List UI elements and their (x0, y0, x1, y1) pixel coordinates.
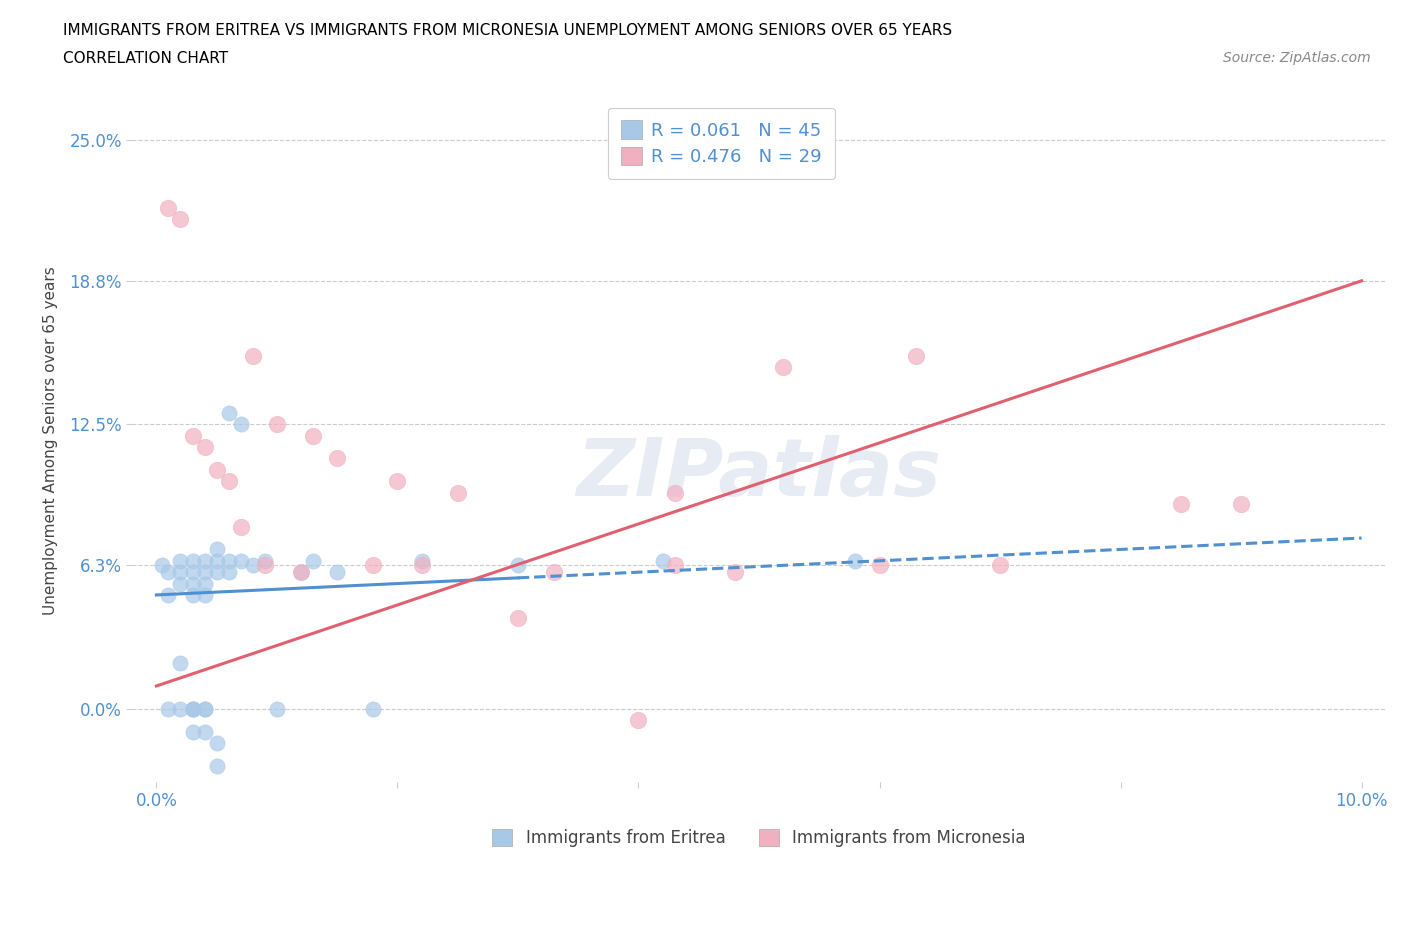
Point (543, 565, 565, 579)
Point (229, 519, 252, 534)
Point (205, 758, 228, 773)
Point (869, 558, 891, 573)
Point (724, 565, 747, 579)
Point (1170, 497, 1192, 512)
Point (266, 417, 288, 432)
Point (1230, 497, 1253, 512)
Point (242, 558, 264, 573)
Text: IMMIGRANTS FROM ERITREA VS IMMIGRANTS FROM MICRONESIA UNEMPLOYMENT AMONG SENIORS: IMMIGRANTS FROM ERITREA VS IMMIGRANTS FR… (63, 23, 952, 38)
Point (205, 565, 228, 579)
Point (194, 701, 217, 716)
Point (181, 701, 204, 716)
Point (229, 553, 252, 568)
Point (205, 553, 228, 568)
Point (387, 473, 409, 488)
Point (290, 565, 312, 579)
Point (218, 473, 240, 488)
Point (253, 558, 276, 573)
Point (506, 558, 529, 573)
Point (181, 701, 204, 716)
Point (169, 565, 191, 579)
Point (266, 701, 288, 716)
Point (194, 553, 217, 568)
Point (218, 405, 240, 420)
Point (772, 360, 794, 375)
Point (651, 553, 673, 568)
Text: ZIPatlas: ZIPatlas (576, 435, 942, 513)
Point (326, 565, 349, 579)
Point (157, 565, 180, 579)
Point (218, 565, 240, 579)
Point (169, 576, 191, 591)
Point (181, 565, 204, 579)
Point (627, 712, 650, 727)
Point (194, 565, 217, 579)
Point (205, 462, 228, 477)
Point (904, 349, 927, 364)
Legend: Immigrants from Eritrea, Immigrants from Micronesia: Immigrants from Eritrea, Immigrants from… (484, 820, 1033, 856)
Point (169, 212, 191, 227)
Point (181, 724, 204, 739)
Point (194, 440, 217, 455)
Point (664, 558, 686, 573)
Point (506, 610, 529, 625)
Text: CORRELATION CHART: CORRELATION CHART (63, 51, 228, 66)
Point (181, 701, 204, 716)
Point (157, 201, 180, 216)
Point (664, 485, 686, 500)
Point (290, 565, 312, 579)
Point (411, 558, 433, 573)
Text: Source: ZipAtlas.com: Source: ZipAtlas.com (1223, 51, 1371, 65)
Point (157, 588, 180, 603)
Point (169, 701, 191, 716)
Point (326, 451, 349, 466)
Point (169, 656, 191, 671)
Point (363, 701, 385, 716)
Point (363, 558, 385, 573)
Point (194, 576, 217, 591)
Point (181, 553, 204, 568)
Point (205, 736, 228, 751)
Point (194, 701, 217, 716)
Point (253, 553, 276, 568)
Y-axis label: Unemployment Among Seniors over 65 years: Unemployment Among Seniors over 65 years (44, 266, 58, 615)
Point (152, 558, 174, 573)
Point (181, 576, 204, 591)
Point (242, 349, 264, 364)
Point (447, 485, 470, 500)
Point (302, 553, 325, 568)
Point (205, 542, 228, 557)
Point (844, 553, 866, 568)
Point (302, 428, 325, 443)
Point (194, 588, 217, 603)
Point (181, 428, 204, 443)
Point (988, 558, 1011, 573)
Point (218, 553, 240, 568)
Point (157, 701, 180, 716)
Point (169, 553, 191, 568)
Point (229, 417, 252, 432)
Point (411, 553, 433, 568)
Point (194, 724, 217, 739)
Point (181, 588, 204, 603)
